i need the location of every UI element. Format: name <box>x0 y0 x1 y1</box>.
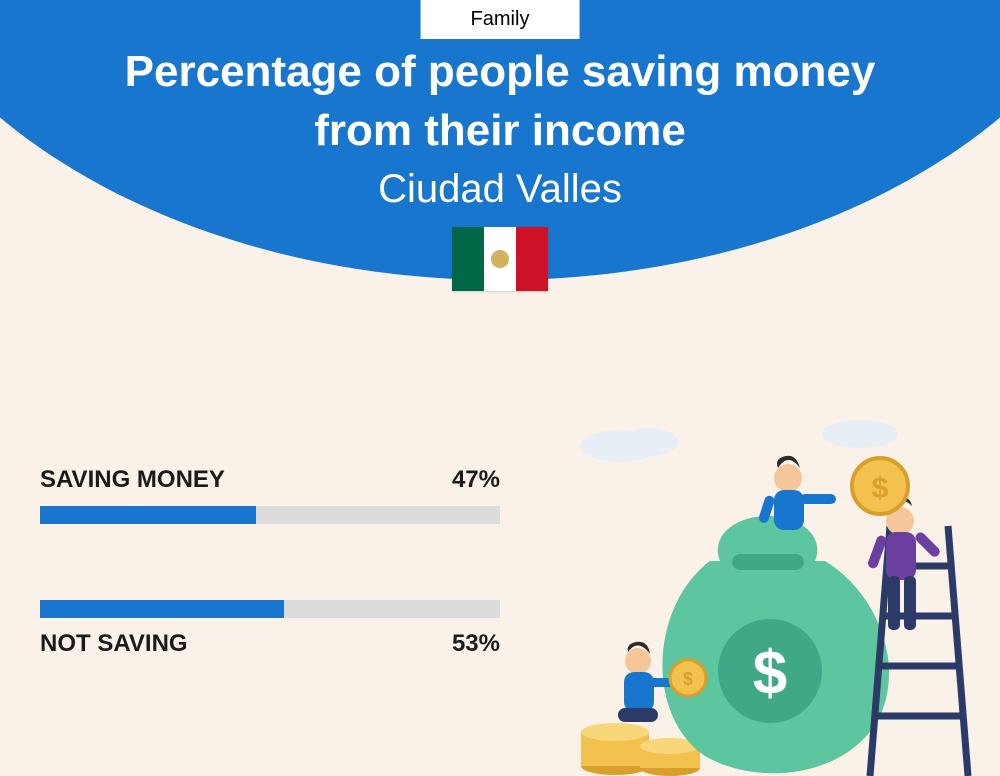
svg-text:$: $ <box>753 639 787 708</box>
bar-fill <box>40 600 284 618</box>
svg-text:$: $ <box>683 669 693 689</box>
bar-label: NOT SAVING <box>40 630 188 658</box>
svg-text:$: $ <box>872 472 889 505</box>
bar-label: SAVING MONEY <box>40 466 225 494</box>
bars-section: SAVING MONEY 47% NOT SAVING 53% <box>40 466 500 734</box>
bar-labels: SAVING MONEY 47% <box>40 466 500 494</box>
bar-saving-money: SAVING MONEY 47% <box>40 466 500 524</box>
bar-not-saving: NOT SAVING 53% <box>40 600 500 658</box>
bar-fill <box>40 506 256 524</box>
title-line-2: from their income <box>0 101 1000 160</box>
bar-track <box>40 506 500 524</box>
savings-illustration: $ $ $ <box>560 416 980 776</box>
title-block: Percentage of people saving money from t… <box>0 42 1000 212</box>
city-subtitle: Ciudad Valles <box>0 167 1000 212</box>
mexico-flag-icon <box>452 227 548 291</box>
money-bag-icon: $ <box>662 516 889 773</box>
title-line-1: Percentage of people saving money <box>0 42 1000 101</box>
bar-labels: NOT SAVING 53% <box>40 630 500 658</box>
bar-value: 47% <box>452 466 500 494</box>
category-badge: Family <box>421 0 580 39</box>
coin-icon: $ <box>852 458 908 514</box>
bar-value: 53% <box>452 630 500 658</box>
bar-track <box>40 600 500 618</box>
